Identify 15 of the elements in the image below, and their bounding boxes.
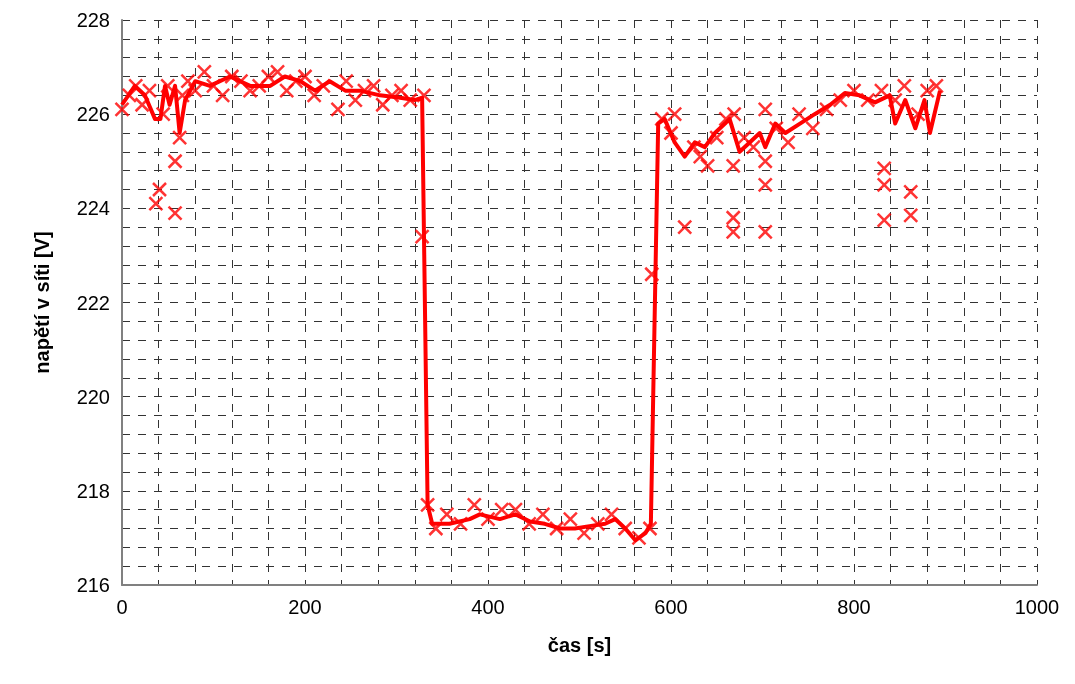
y-axis-title: napětí v síti [V] [31,231,53,374]
y-tick-label: 216 [76,574,110,596]
y-tick-label: 224 [76,197,110,220]
y-tick-label: 220 [76,385,110,408]
x-tick-label: 0 [116,596,128,618]
y-tick-label: 228 [76,9,110,31]
x-tick-label: 200 [288,596,322,618]
x-axis-title: čas [s] [547,634,612,656]
x-tick-label: 1000 [1014,596,1060,618]
y-tick-label: 218 [76,479,110,502]
y-tick-label: 226 [76,103,110,126]
x-tick-label: 400 [471,596,505,618]
y-tick-label: 222 [76,291,110,314]
x-tick-label: 800 [837,596,871,618]
x-tick-label: 600 [654,596,688,618]
